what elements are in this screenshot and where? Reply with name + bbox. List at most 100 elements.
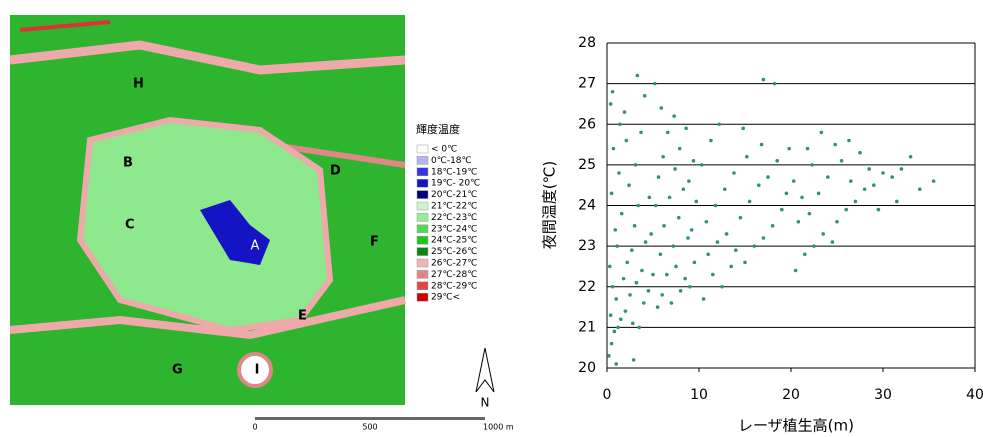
point bbox=[660, 293, 664, 297]
point bbox=[659, 106, 663, 110]
point bbox=[668, 196, 672, 200]
point bbox=[808, 212, 812, 216]
point bbox=[653, 82, 657, 86]
point bbox=[714, 204, 718, 208]
point bbox=[623, 110, 627, 114]
legend-swatch bbox=[417, 179, 428, 187]
legend-swatch bbox=[417, 213, 428, 221]
y-axis-title: 夜間温度(℃) bbox=[541, 161, 559, 250]
point bbox=[757, 183, 761, 187]
point bbox=[620, 212, 624, 216]
legend-label: 24℃-25℃ bbox=[431, 236, 477, 246]
point bbox=[630, 248, 634, 252]
point bbox=[732, 171, 736, 175]
point bbox=[762, 78, 766, 82]
point bbox=[609, 313, 613, 317]
map-label: D bbox=[330, 164, 341, 179]
point bbox=[909, 155, 913, 159]
legend-label: 26℃-27℃ bbox=[431, 259, 477, 269]
legend-label: 28℃-29℃ bbox=[431, 281, 477, 291]
point bbox=[849, 179, 853, 183]
point bbox=[743, 261, 747, 265]
point bbox=[803, 252, 807, 256]
point bbox=[670, 301, 674, 305]
point bbox=[611, 90, 615, 94]
point bbox=[734, 248, 738, 252]
point bbox=[760, 143, 764, 147]
point bbox=[725, 232, 729, 236]
map-label: E bbox=[298, 309, 307, 324]
point bbox=[614, 297, 618, 301]
point bbox=[673, 167, 677, 171]
x-tick-label: 20 bbox=[782, 387, 800, 403]
point bbox=[683, 277, 687, 281]
point bbox=[679, 289, 683, 293]
point bbox=[648, 196, 652, 200]
map-label: F bbox=[370, 235, 379, 250]
point bbox=[762, 236, 766, 240]
legend-swatch bbox=[417, 293, 428, 301]
point bbox=[835, 220, 839, 224]
point bbox=[705, 220, 709, 224]
y-tick-label: 27 bbox=[578, 76, 596, 92]
legend-swatch bbox=[417, 225, 428, 233]
figure: A B C D E F G H I 輝度温度 < 0℃0℃-18℃18℃-19℃… bbox=[0, 0, 983, 437]
point bbox=[918, 187, 922, 191]
point bbox=[794, 269, 798, 273]
point bbox=[844, 208, 848, 212]
point bbox=[895, 200, 899, 204]
point bbox=[690, 228, 694, 232]
point bbox=[800, 196, 804, 200]
map-label: A bbox=[251, 239, 260, 254]
point bbox=[610, 342, 614, 346]
legend-title: 輝度温度 bbox=[416, 122, 460, 136]
point bbox=[881, 171, 885, 175]
y-tick-label: 26 bbox=[578, 116, 596, 132]
point bbox=[610, 192, 614, 196]
point bbox=[820, 131, 824, 135]
point bbox=[702, 297, 706, 301]
legend-label: 18℃-19℃ bbox=[431, 167, 477, 177]
legend-label: 23℃-24℃ bbox=[431, 224, 477, 234]
point bbox=[672, 114, 676, 118]
point bbox=[723, 187, 727, 191]
legend-swatch bbox=[417, 145, 428, 153]
legend: < 0℃0℃-18℃18℃-19℃19℃- 20℃20℃-21℃21℃-22℃2… bbox=[417, 145, 480, 303]
point bbox=[748, 200, 752, 204]
legend-swatch bbox=[417, 156, 428, 164]
point bbox=[780, 208, 784, 212]
point bbox=[634, 163, 638, 167]
legend-label: 19℃- 20℃ bbox=[431, 179, 480, 189]
y-tick-label: 22 bbox=[578, 279, 596, 295]
y-tick-label: 21 bbox=[578, 319, 596, 335]
scale-bar bbox=[255, 417, 485, 420]
point bbox=[932, 179, 936, 183]
point bbox=[817, 192, 821, 196]
scale-label: 0 bbox=[252, 423, 257, 432]
point bbox=[671, 244, 675, 248]
legend-swatch bbox=[417, 282, 428, 290]
point bbox=[637, 326, 641, 330]
x-tick-label: 40 bbox=[966, 387, 983, 403]
map: A B C D E F G H I 輝度温度 < 0℃0℃-18℃18℃-19℃… bbox=[10, 15, 514, 432]
y-tick-label: 20 bbox=[578, 360, 596, 376]
point bbox=[643, 94, 647, 98]
legend-swatch bbox=[417, 168, 428, 176]
point bbox=[631, 322, 635, 326]
point bbox=[771, 224, 775, 228]
point bbox=[657, 175, 661, 179]
y-tick-label: 28 bbox=[578, 35, 596, 51]
point bbox=[632, 358, 636, 362]
point bbox=[775, 159, 779, 163]
point bbox=[692, 159, 696, 163]
point bbox=[792, 179, 796, 183]
legend-swatch bbox=[417, 270, 428, 278]
point bbox=[826, 175, 830, 179]
point bbox=[651, 273, 655, 277]
point bbox=[615, 244, 619, 248]
point bbox=[810, 163, 814, 167]
point bbox=[709, 139, 713, 143]
point bbox=[752, 244, 756, 248]
point bbox=[785, 192, 789, 196]
